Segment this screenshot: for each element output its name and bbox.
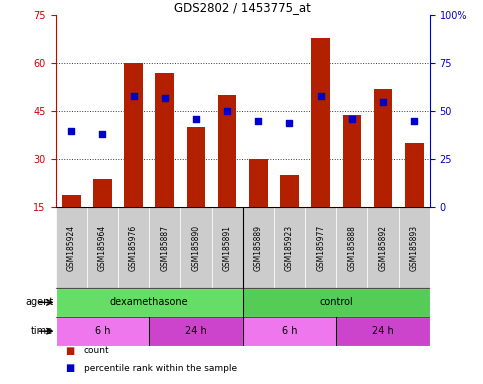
Text: ■: ■ [65,346,74,356]
Bar [242,207,274,288]
Point [348,116,356,122]
Text: dexamethasone: dexamethasone [110,297,188,308]
Bar [374,89,392,207]
Bar [149,317,242,346]
Text: GSM185923: GSM185923 [285,225,294,271]
Text: count: count [84,346,109,355]
Bar [87,207,118,288]
Text: GSM185891: GSM185891 [223,225,232,271]
Text: GSM185977: GSM185977 [316,225,325,271]
Point [285,120,293,126]
Text: 24 h: 24 h [185,326,207,336]
Text: time: time [31,326,53,336]
Bar [336,207,368,288]
Bar [124,63,143,207]
Point [223,108,231,114]
Point [67,127,75,134]
Bar [218,95,237,207]
Bar [305,207,336,288]
Bar [186,127,205,207]
Text: GSM185888: GSM185888 [347,225,356,271]
Bar [149,207,180,288]
Bar [56,207,87,288]
Point [99,131,106,137]
Point [379,99,387,105]
Text: ■: ■ [65,363,74,373]
Title: GDS2802 / 1453775_at: GDS2802 / 1453775_at [174,1,311,14]
Point [129,93,137,99]
Point [255,118,262,124]
Bar [118,207,149,288]
Bar [274,207,305,288]
Bar [398,207,430,288]
Text: percentile rank within the sample: percentile rank within the sample [84,364,237,372]
Text: GSM185887: GSM185887 [160,225,169,271]
Bar [212,207,242,288]
Bar [280,175,299,207]
Bar [242,317,336,346]
Text: GSM185976: GSM185976 [129,225,138,271]
Text: 6 h: 6 h [95,326,110,336]
Text: 6 h: 6 h [282,326,297,336]
Bar [368,207,398,288]
Point [411,118,418,124]
Bar [180,207,212,288]
Bar [312,38,330,207]
Point [161,95,169,101]
Text: control: control [319,297,353,308]
Text: GSM185892: GSM185892 [379,225,387,271]
Bar [56,317,149,346]
Bar [249,159,268,207]
Text: GSM185889: GSM185889 [254,225,263,271]
Text: GSM185924: GSM185924 [67,225,76,271]
Bar [62,195,81,207]
Bar [342,114,361,207]
Bar [156,73,174,207]
Bar [405,143,424,207]
Point [192,116,200,122]
Text: GSM185893: GSM185893 [410,225,419,271]
Bar [242,288,430,317]
Text: GSM185964: GSM185964 [98,225,107,271]
Text: GSM185890: GSM185890 [191,225,200,271]
Text: 24 h: 24 h [372,326,394,336]
Bar [336,317,430,346]
Text: agent: agent [25,297,53,308]
Bar [93,179,112,207]
Bar [56,288,242,317]
Point [317,93,325,99]
